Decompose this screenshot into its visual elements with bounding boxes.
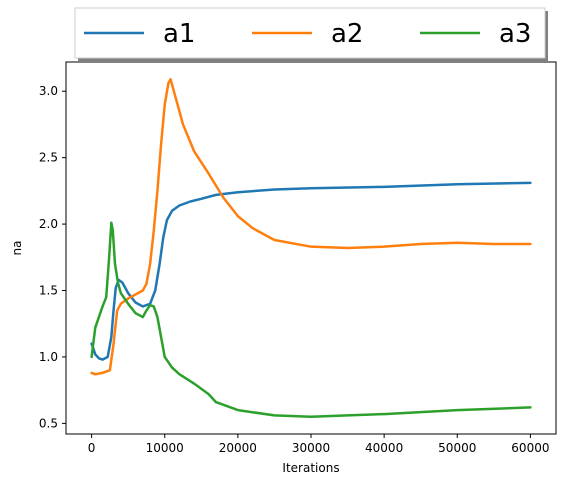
x-tick-label: 40000	[365, 441, 403, 455]
series-line-a1	[90, 181, 532, 361]
x-tick-label: 30000	[292, 441, 330, 455]
axis-ticks: 0 10000 20000 30000 40000 50000 60000 0.5 1.0 1.5…	[39, 84, 550, 455]
legend-label-a1: a1	[163, 19, 195, 49]
x-tick-label: 10000	[146, 441, 184, 455]
y-tick-label: 1.5	[39, 284, 58, 298]
legend-label-a3: a3	[499, 19, 531, 49]
series-line-a2	[90, 78, 532, 376]
x-tick-label: 0	[88, 441, 96, 455]
y-tick-label: 1.0	[39, 350, 58, 364]
y-tick-label: 0.5	[39, 416, 58, 430]
plot-layer	[90, 78, 532, 418]
legend: a1 a2 a3	[74, 7, 548, 61]
x-tick-label: 20000	[219, 441, 257, 455]
x-tick-label: 50000	[438, 441, 476, 455]
y-tick-label: 2.5	[39, 151, 58, 165]
series-line-a3	[90, 221, 532, 418]
x-axis-label: Iterations	[282, 461, 339, 475]
legend-label-a2: a2	[331, 19, 363, 49]
y-axis-label: na	[10, 241, 24, 256]
y-tick-label: 2.0	[39, 217, 58, 231]
x-tick-label: 60000	[511, 441, 549, 455]
y-tick-label: 3.0	[39, 84, 58, 98]
